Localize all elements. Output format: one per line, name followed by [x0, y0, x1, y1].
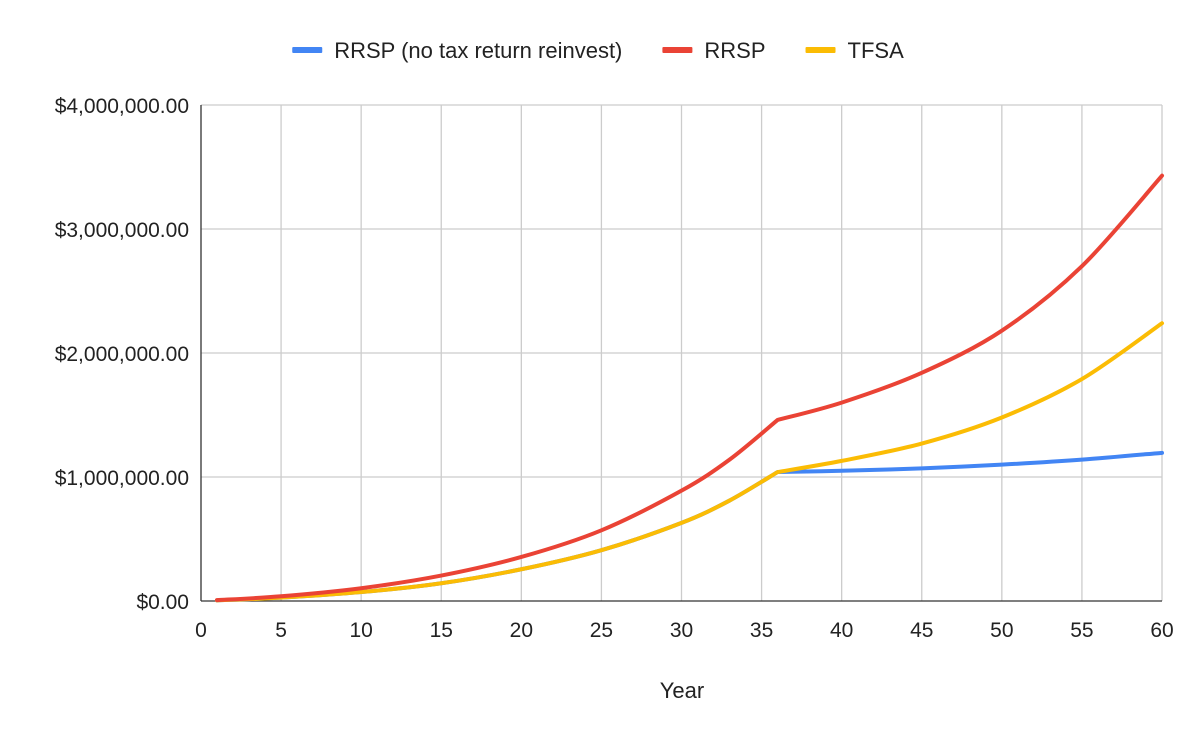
x-tick-label: 15	[430, 619, 453, 642]
series-lines	[215, 173, 1164, 603]
y-tick-label: $0.00	[136, 591, 189, 614]
legend-item: RRSP	[662, 38, 766, 63]
series-line-2	[215, 173, 1164, 603]
series-line-1	[215, 450, 1164, 603]
legend-item: TFSA	[805, 38, 905, 63]
x-tick-label: 5	[275, 619, 287, 642]
x-axis-tick-labels: 0 5 10 15 20 25 30 35 40 45 50 55 60	[195, 619, 1174, 642]
legend-label: TFSA	[848, 38, 905, 63]
y-axis-tick-labels: $0.00 $1,000,000.00 $2,000,000.00 $3,000,00…	[55, 95, 189, 614]
x-tick-label: 45	[910, 619, 933, 642]
legend-label: RRSP (no tax return reinvest)	[334, 38, 622, 63]
y-tick-label: $1,000,000.00	[55, 467, 189, 490]
y-tick-label: $4,000,000.00	[55, 95, 189, 118]
gridlines	[201, 104, 1163, 601]
x-tick-label: 20	[510, 619, 533, 642]
y-tick-label: $2,000,000.00	[55, 343, 189, 366]
legend: RRSP (no tax return reinvest) RRSP TFSA	[292, 38, 904, 63]
legend-swatch	[292, 47, 323, 53]
x-tick-label: 55	[1070, 619, 1093, 642]
series-line-3	[215, 321, 1164, 603]
x-tick-label: 30	[670, 619, 693, 642]
axes	[200, 105, 1162, 602]
legend-swatch	[805, 47, 836, 53]
x-tick-label: 50	[990, 619, 1013, 642]
x-tick-label: 0	[195, 619, 207, 642]
x-tick-label: 40	[830, 619, 853, 642]
x-tick-label: 35	[750, 619, 773, 642]
x-tick-label: 25	[590, 619, 613, 642]
legend-swatch	[662, 47, 693, 53]
legend-item: RRSP (no tax return reinvest)	[292, 38, 622, 63]
y-tick-label: $3,000,000.00	[55, 219, 189, 242]
x-tick-label: 60	[1150, 619, 1173, 642]
legend-label: RRSP	[704, 38, 765, 63]
x-axis-title: Year	[660, 678, 704, 703]
x-tick-label: 10	[349, 619, 372, 642]
